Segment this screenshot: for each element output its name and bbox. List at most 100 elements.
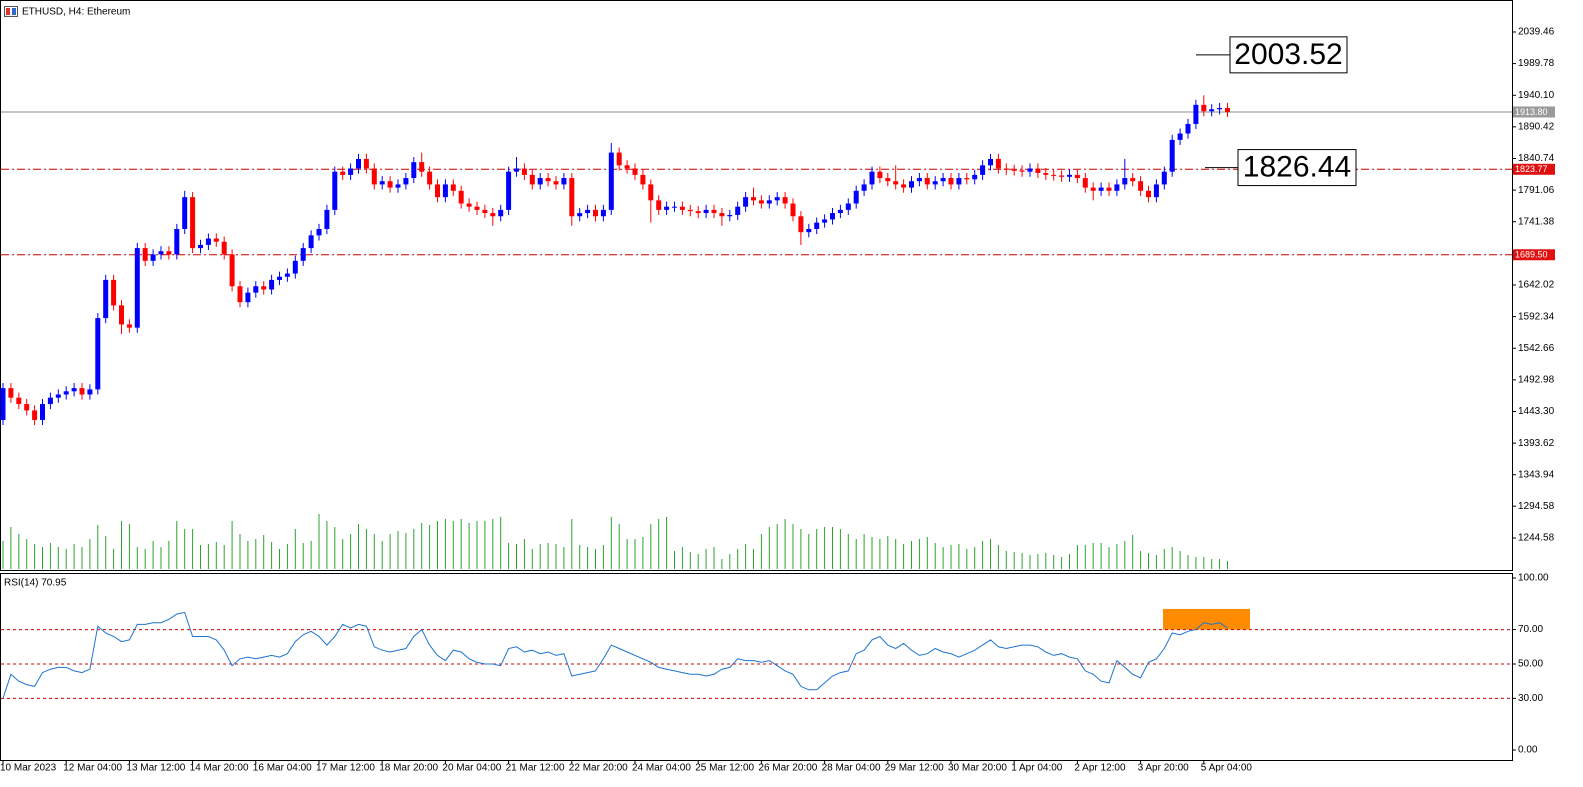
x-tick-label: 24 Mar 04:00 <box>632 763 691 774</box>
symbol-icon <box>4 6 18 17</box>
candle-body <box>782 197 788 204</box>
icon-bar <box>6 8 10 15</box>
candle-body <box>830 213 835 220</box>
candle-body <box>1019 170 1025 172</box>
candle-body <box>245 292 251 303</box>
x-tick-label: 5 Apr 04:00 <box>1201 763 1253 774</box>
candle-body <box>1011 169 1017 171</box>
candle-body <box>411 162 417 179</box>
candle-body <box>593 209 598 217</box>
candle-body <box>16 397 22 405</box>
candle-body <box>442 184 448 198</box>
candle-body <box>506 171 512 210</box>
candle-body <box>553 181 559 185</box>
candle-body <box>561 178 567 185</box>
candle-body <box>687 209 693 212</box>
candle-body <box>948 178 954 185</box>
y-tick-label: 30.00 <box>1518 693 1543 704</box>
candle-body <box>482 209 488 214</box>
candle-body <box>269 279 275 290</box>
y-tick-label: 1791.06 <box>1518 185 1555 196</box>
highlight-zone <box>1163 608 1250 630</box>
candle-body <box>1201 104 1207 112</box>
candle-body <box>47 397 53 405</box>
candle-body <box>679 206 685 210</box>
y-tick-label: 1741.38 <box>1518 216 1555 227</box>
candle-body <box>87 389 93 395</box>
y-tick-label: 1343.94 <box>1518 469 1555 480</box>
candle-body <box>1138 181 1144 191</box>
annotation-box <box>1237 149 1357 187</box>
x-tick-label: 21 Mar 12:00 <box>506 763 565 774</box>
candle-body <box>237 286 243 303</box>
candle-body <box>1169 139 1175 172</box>
candle-body <box>24 404 30 411</box>
candle-body <box>514 168 519 172</box>
candle-body <box>529 174 535 185</box>
candle-body <box>640 174 646 185</box>
rsi-title: RSI(14) 70.95 <box>4 578 67 589</box>
candle-body <box>190 197 196 249</box>
candle-body <box>150 254 156 261</box>
candle-body <box>435 184 440 198</box>
candle-body <box>458 190 464 204</box>
candle-body <box>735 206 741 215</box>
candle-body <box>924 178 930 185</box>
candle-body <box>1161 171 1167 185</box>
candle-body <box>972 174 978 180</box>
candle-body <box>806 228 812 233</box>
candle-body <box>1098 187 1104 191</box>
candle-body <box>403 178 409 185</box>
candle-body <box>1185 123 1191 134</box>
candle-body <box>1225 108 1230 112</box>
x-tick-label: 13 Mar 12:00 <box>126 763 185 774</box>
icon-bar <box>12 8 16 15</box>
candle-body <box>142 248 148 261</box>
price-level-label: 1913.80 <box>1515 107 1548 117</box>
rsi-pane-frame <box>0 573 1513 761</box>
icon-box <box>4 6 18 17</box>
candle-body <box>1106 187 1112 191</box>
candle-body <box>356 158 361 169</box>
candle-body <box>119 305 124 325</box>
candle-body <box>55 394 61 398</box>
y-tick-label: 2039.46 <box>1518 27 1555 38</box>
candle-body <box>940 178 946 182</box>
candle-body <box>656 200 662 210</box>
x-tick-label: 12 Mar 04:00 <box>63 763 122 774</box>
candle-body <box>198 244 203 249</box>
candle-body <box>324 209 330 229</box>
candle-body <box>40 404 45 420</box>
candle-body <box>1074 174 1080 179</box>
y-tick-label: 50.00 <box>1518 659 1543 670</box>
x-tick-label: 18 Mar 20:00 <box>379 763 438 774</box>
candle-body <box>277 276 282 280</box>
candle-body <box>916 178 922 182</box>
annotation-label: 2003.52 <box>1234 38 1342 71</box>
y-tick-label: 100.00 <box>1518 573 1549 584</box>
candle-body <box>521 168 527 175</box>
candle-body <box>0 388 6 420</box>
x-tick-label: 14 Mar 20:00 <box>190 763 249 774</box>
candle-body <box>1003 168 1009 170</box>
candle-body <box>624 165 630 169</box>
y-tick-label: 1542.66 <box>1518 343 1555 354</box>
candle-body <box>1051 174 1057 176</box>
candle-body <box>569 178 575 217</box>
candle-body <box>632 168 638 175</box>
candle-body <box>869 171 875 185</box>
candle-body <box>134 248 140 328</box>
x-tick-label: 2 Apr 12:00 <box>1074 763 1126 774</box>
y-tick-label: 1592.34 <box>1518 311 1555 322</box>
candle-body <box>537 178 543 185</box>
y-tick-label: 1492.98 <box>1518 375 1555 386</box>
candle-body <box>1130 178 1136 182</box>
y-tick-label: 1443.30 <box>1518 406 1555 417</box>
candle-body <box>719 213 725 217</box>
x-tick-label: 22 Mar 20:00 <box>569 763 628 774</box>
candle-body <box>988 158 993 166</box>
y-tick-label: 1642.02 <box>1518 280 1555 291</box>
x-tick-label: 3 Apr 20:00 <box>1138 763 1190 774</box>
candle-body <box>877 171 883 179</box>
